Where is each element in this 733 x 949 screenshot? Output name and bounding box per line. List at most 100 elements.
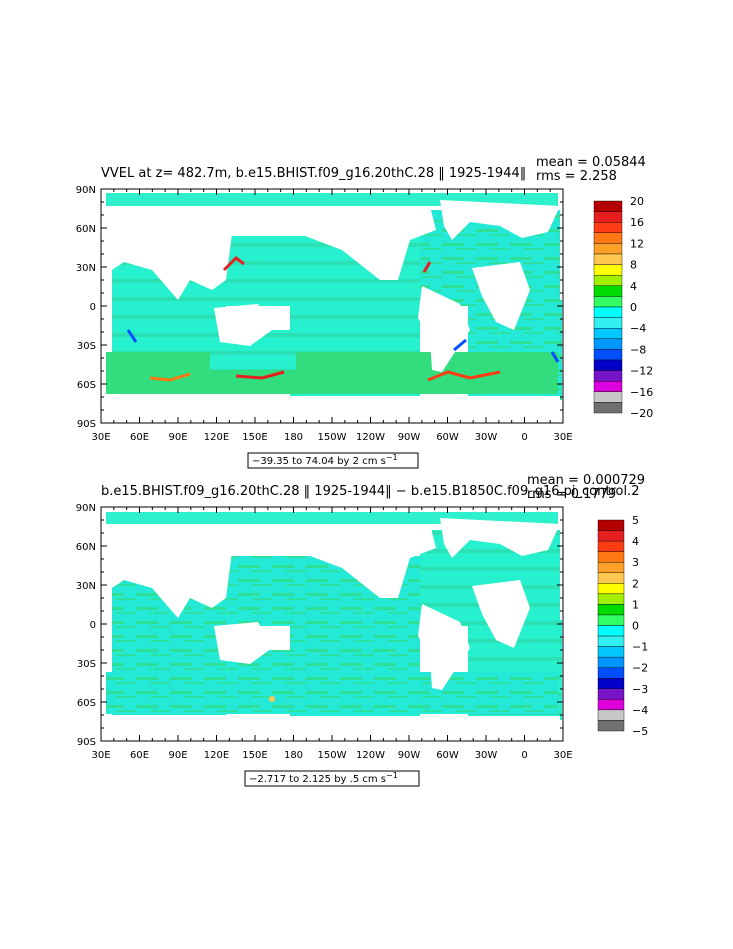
panel-1-title: VVEL at z= 482.7m, b.e15.BHIST.f09_g16.2… <box>101 166 526 181</box>
x-tick-label: 180 <box>284 750 303 761</box>
colorbar-label: 20 <box>630 195 644 208</box>
colorbar-swatch <box>593 253 623 265</box>
colorbar-label: −3 <box>632 683 648 696</box>
panel-2-rms: rms = 0.1779 <box>527 487 616 502</box>
panel-1-range-box: −39.35 to 74.04 by 2 cm s−1 <box>247 452 419 469</box>
panel-1: mean = 0.05844 rms = 2.258 VVEL at z= 48… <box>76 155 653 469</box>
x-tick-label: 60W <box>436 750 459 761</box>
panel-2-y-axis: 90N 60N 30N 0 30S 60S 90S <box>76 503 563 748</box>
colorbar-label: 12 <box>630 237 644 250</box>
colorbar-swatch <box>597 540 625 552</box>
colorbar-swatch <box>597 667 625 679</box>
y-tick-label: 90S <box>77 419 96 430</box>
colorbar-swatch <box>593 296 623 308</box>
colorbar-label: −8 <box>630 343 646 356</box>
y-tick-label: 0 <box>90 302 96 313</box>
colorbar-label: −16 <box>630 386 653 399</box>
svg-text:−39.35 to 74.04 by 2 cm s−1: −39.35 to 74.04 by 2 cm s−1 <box>252 453 398 467</box>
x-tick-label: 180 <box>284 432 303 443</box>
colorbar-label: −20 <box>630 407 653 420</box>
panel-2-title: b.e15.BHIST.f09_g16.20thC.28 ‖ 1925-1944… <box>101 484 639 499</box>
x-tick-label: 60E <box>130 750 149 761</box>
x-tick-label: 90E <box>168 432 187 443</box>
x-tick-label: 30E <box>553 432 572 443</box>
panel-1-mean: mean = 0.05844 <box>536 155 646 170</box>
x-tick-label: 30W <box>475 432 498 443</box>
colorbar-swatch <box>593 370 623 382</box>
colorbar-label: −4 <box>632 704 648 717</box>
y-tick-label: 60S <box>77 380 96 391</box>
svg-text:−2.717 to 2.125 by .5 cm s−1: −2.717 to 2.125 by .5 cm s−1 <box>249 771 398 785</box>
y-tick-label: 30N <box>76 581 96 592</box>
colorbar-swatch <box>597 656 625 668</box>
colorbar-swatch <box>593 328 623 340</box>
colorbar-swatch <box>597 625 625 637</box>
colorbar-label: −2 <box>632 662 648 675</box>
x-tick-label: 60W <box>436 432 459 443</box>
panel-2-map <box>100 506 564 742</box>
colorbar-label: 5 <box>632 514 639 527</box>
panel-2-mean: mean = 0.000729 <box>527 473 645 488</box>
colorbar-swatch <box>597 709 625 721</box>
colorbar-label: 3 <box>632 556 639 569</box>
x-tick-label: 120E <box>204 432 229 443</box>
panel-2-colorbar: 5 4 3 2 1 0 −1 −2 −3 −4 −5 <box>597 514 648 738</box>
colorbar-label: 8 <box>630 259 637 272</box>
colorbar-swatch <box>597 572 625 584</box>
colorbar-swatch <box>597 646 625 658</box>
y-tick-label: 90N <box>76 185 96 196</box>
colorbar-swatch <box>597 688 625 700</box>
y-tick-label: 60S <box>77 698 96 709</box>
panel-1-x-axis: 30E 60E 90E 120E 150E 180 150W 120W 90W 60W 30W 0 30… <box>91 189 573 443</box>
colorbar-label: −1 <box>632 641 648 654</box>
colorbar-swatch <box>597 699 625 711</box>
panel-1-colorbar: 20 16 12 8 4 0 −4 −8 −12 −16 −20 <box>593 195 653 420</box>
colorbar-swatch <box>593 221 623 233</box>
colorbar-swatch <box>593 285 623 297</box>
colorbar-swatch <box>597 551 625 563</box>
panel-2-axes: 30E 60E 90E 120E 150E 180 150W 120W 90W 60W 30W 0 30… <box>76 503 573 761</box>
colorbar-label: 16 <box>630 216 644 229</box>
colorbar-swatch <box>593 381 623 393</box>
colorbar-label: 1 <box>632 598 639 611</box>
colorbar-swatch <box>597 530 625 542</box>
x-tick-label: 120W <box>356 432 385 443</box>
colorbar-swatch <box>597 583 625 595</box>
colorbar-swatch <box>593 200 623 212</box>
colorbar-label: 4 <box>632 535 639 548</box>
colorbar-swatch <box>593 391 623 403</box>
colorbar-swatch <box>597 593 625 605</box>
panel-1-currents <box>126 256 560 382</box>
x-tick-label: 150W <box>318 432 347 443</box>
x-tick-label: 30E <box>91 750 110 761</box>
panel-2-range-box: −2.717 to 2.125 by .5 cm s−1 <box>244 770 420 787</box>
colorbar-swatch <box>593 264 623 276</box>
colorbar-swatch <box>593 338 623 350</box>
x-tick-label: 30E <box>91 432 110 443</box>
colorbar-swatch <box>593 211 623 223</box>
panel-1-range-label: −39.35 to 74.04 by 2 cm s <box>252 456 386 467</box>
x-tick-label: 90W <box>398 750 421 761</box>
colorbar-swatch <box>593 402 623 414</box>
x-tick-label: 120E <box>204 750 229 761</box>
colorbar-label: 0 <box>632 620 639 633</box>
panel-1-rms: rms = 2.258 <box>536 169 617 184</box>
colorbar-label: 2 <box>632 577 639 590</box>
y-tick-label: 90N <box>76 503 96 514</box>
x-tick-label: 60E <box>130 432 149 443</box>
panel-2-x-axis: 30E 60E 90E 120E 150E 180 150W 120W 90W 60W 30W 0 30… <box>91 507 573 761</box>
panel-1-axes: 30E 60E 90E 120E 150E 180 150W 120W 90W 60W 30W 0 30… <box>76 185 573 443</box>
y-tick-label: 0 <box>90 620 96 631</box>
colorbar-label: −4 <box>630 322 646 335</box>
colorbar-swatch <box>593 359 623 371</box>
panel-1-range-sup: −1 <box>386 453 398 462</box>
x-tick-label: 0 <box>521 432 527 443</box>
y-tick-label: 60N <box>76 224 96 235</box>
panel-2: mean = 0.000729 rms = 0.1779 b.e15.BHIST… <box>76 473 648 787</box>
colorbar-swatch <box>593 317 623 329</box>
y-tick-label: 30S <box>77 659 96 670</box>
colorbar-swatch <box>593 306 623 318</box>
y-tick-label: 30N <box>76 263 96 274</box>
colorbar-label: 0 <box>630 301 637 314</box>
colorbar-swatch <box>597 635 625 647</box>
